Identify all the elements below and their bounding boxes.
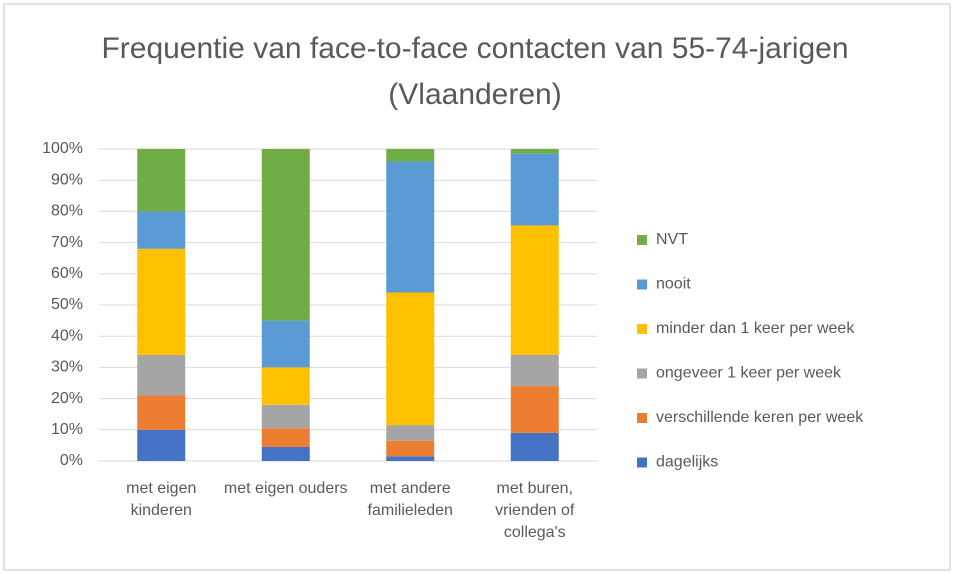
bar-segment [261, 446, 310, 461]
y-tick-label: 0% [60, 452, 83, 469]
legend-swatch [637, 279, 647, 290]
y-tick-label: 50% [51, 296, 83, 313]
legend-swatch [637, 324, 647, 334]
bar-segment [386, 456, 435, 461]
bar-segment [510, 386, 559, 433]
bar-segment [261, 404, 310, 429]
y-tick-label: 60% [51, 265, 83, 282]
legend-label: verschillende keren per week [656, 409, 864, 426]
bar-segment [261, 428, 310, 447]
bar-segment [137, 395, 186, 430]
bar-segment [137, 248, 186, 355]
y-tick-label: 70% [51, 234, 83, 251]
x-tick-label: met eigen ouders [223, 480, 348, 497]
bar-segment [137, 149, 186, 212]
bar-segment [386, 440, 435, 457]
bar-segment [510, 225, 559, 355]
y-tick-label: 20% [51, 390, 83, 407]
x-tick-label: met buren, vrienden of collega's [495, 480, 575, 541]
y-tick-label: 30% [51, 359, 83, 376]
bar-segment [261, 367, 310, 405]
bar-segment [510, 149, 559, 154]
legend-label: minder dan 1 keer per week [656, 320, 855, 337]
bar-segment [510, 153, 559, 226]
legend-label: dagelijks [656, 454, 718, 471]
y-tick-label: 80% [51, 203, 83, 220]
legend-label: NVT [656, 231, 688, 248]
bar-segment [261, 149, 310, 321]
y-tick-label: 90% [51, 171, 83, 188]
legend-label: ongeveer 1 keer per week [656, 365, 842, 382]
y-tick-label: 100% [42, 140, 83, 157]
y-tick-label: 10% [51, 421, 83, 438]
bar-segment [386, 161, 435, 293]
bar-segment [137, 211, 186, 249]
legend-swatch [637, 413, 647, 423]
legend-swatch [637, 235, 647, 245]
bar-segment [510, 354, 559, 387]
x-tick-label: met andere familieleden [367, 480, 453, 519]
bar-segment [510, 432, 559, 461]
x-tick-label: met eigen kinderen [126, 480, 197, 519]
bar-segment [386, 292, 435, 426]
legend-swatch [637, 368, 647, 379]
bar-segment [386, 425, 435, 441]
bar-segment [261, 320, 310, 368]
bar-segment [137, 429, 186, 461]
chart-title: Frequentie van face-to-face contacten va… [101, 32, 849, 111]
bar-segment [386, 149, 435, 162]
legend-label: nooit [656, 276, 691, 293]
y-tick-label: 40% [51, 327, 83, 344]
bar-segment [137, 354, 186, 396]
legend-swatch [637, 457, 647, 468]
